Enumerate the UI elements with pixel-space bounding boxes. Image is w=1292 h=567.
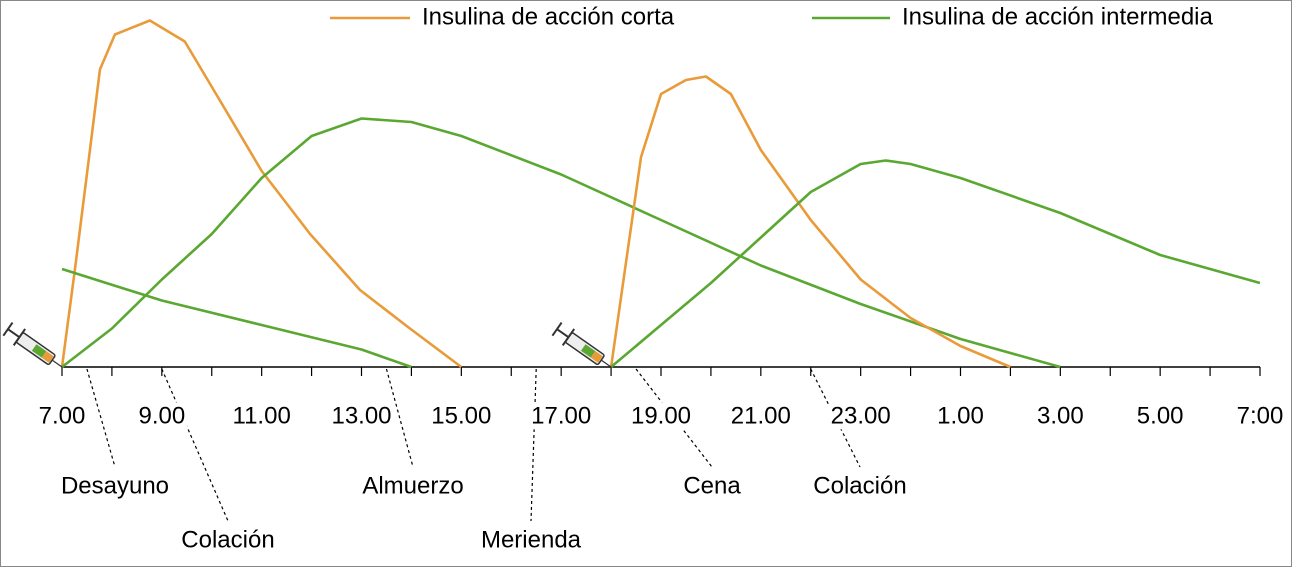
x-tick-label: 5.00 (1137, 402, 1184, 429)
label-bg (429, 402, 494, 430)
label-bg (652, 471, 772, 503)
label-bg (353, 471, 473, 503)
leader-line (161, 368, 229, 522)
x-tick-label: 23.00 (831, 402, 891, 429)
syringe-handle (2, 322, 14, 337)
label-bg (471, 525, 591, 557)
x-tick-label: 15.00 (431, 402, 491, 429)
x-tick-label: 1.00 (937, 402, 984, 429)
syringe-plunger (556, 328, 570, 338)
x-tick-label: 21.00 (731, 402, 791, 429)
label-bg (168, 525, 288, 557)
curve (61, 117, 1061, 369)
syringe-fill-green (31, 344, 47, 358)
x-tick-label: 19.00 (631, 402, 691, 429)
legend-label: Insulina de acción corta (422, 3, 675, 30)
syringe-plunger (7, 328, 20, 338)
syringe-handle (551, 322, 563, 337)
syringe-needle (51, 359, 63, 368)
x-tick-label: 7.00 (39, 402, 86, 429)
syringe-fill-green (580, 344, 596, 358)
label-bg (1134, 402, 1186, 430)
label-bg (628, 402, 694, 430)
label-bg (36, 402, 88, 430)
x-tick-label: 9.00 (138, 402, 185, 429)
curve (60, 19, 463, 369)
label-bg (1034, 402, 1086, 430)
label-bg (935, 402, 986, 430)
label-bg (828, 402, 893, 430)
syringe-flange (561, 328, 576, 346)
syringe-needle (600, 359, 612, 368)
x-tick-label: 13.00 (331, 402, 391, 429)
curve (61, 267, 412, 369)
label-bg (529, 402, 594, 430)
label-bg (329, 402, 394, 430)
curve (610, 159, 1261, 368)
syringe-icon (551, 322, 612, 368)
leader-line (530, 368, 537, 522)
syringe-flange (12, 328, 26, 346)
label-bg (728, 402, 793, 430)
x-tick-label: 3.00 (1037, 402, 1084, 429)
label-bg (800, 471, 920, 503)
leader-line (86, 368, 116, 468)
label-bg (230, 402, 293, 430)
label-bg (55, 471, 175, 503)
annotation-label: Colación (181, 526, 274, 553)
legend-label: Insulina de acción intermedia (902, 3, 1214, 30)
syringe-fill-orange (41, 351, 54, 363)
label-bg (136, 402, 188, 430)
curve (609, 75, 1011, 369)
annotation-label: Colación (813, 472, 906, 499)
x-tick-label: 7:00 (1237, 402, 1284, 429)
syringe-fill-orange (590, 351, 603, 363)
label-bg (1234, 402, 1286, 430)
x-tick-label: 17.00 (531, 402, 591, 429)
leader-line (385, 368, 414, 468)
annotation-label: Merienda (481, 526, 582, 553)
annotation-label: Cena (683, 472, 741, 499)
syringe-icon (2, 322, 63, 368)
x-tick-label: 11.00 (233, 402, 291, 429)
annotation-label: Almuerzo (362, 472, 463, 499)
annotation-label: Desayuno (61, 472, 169, 499)
